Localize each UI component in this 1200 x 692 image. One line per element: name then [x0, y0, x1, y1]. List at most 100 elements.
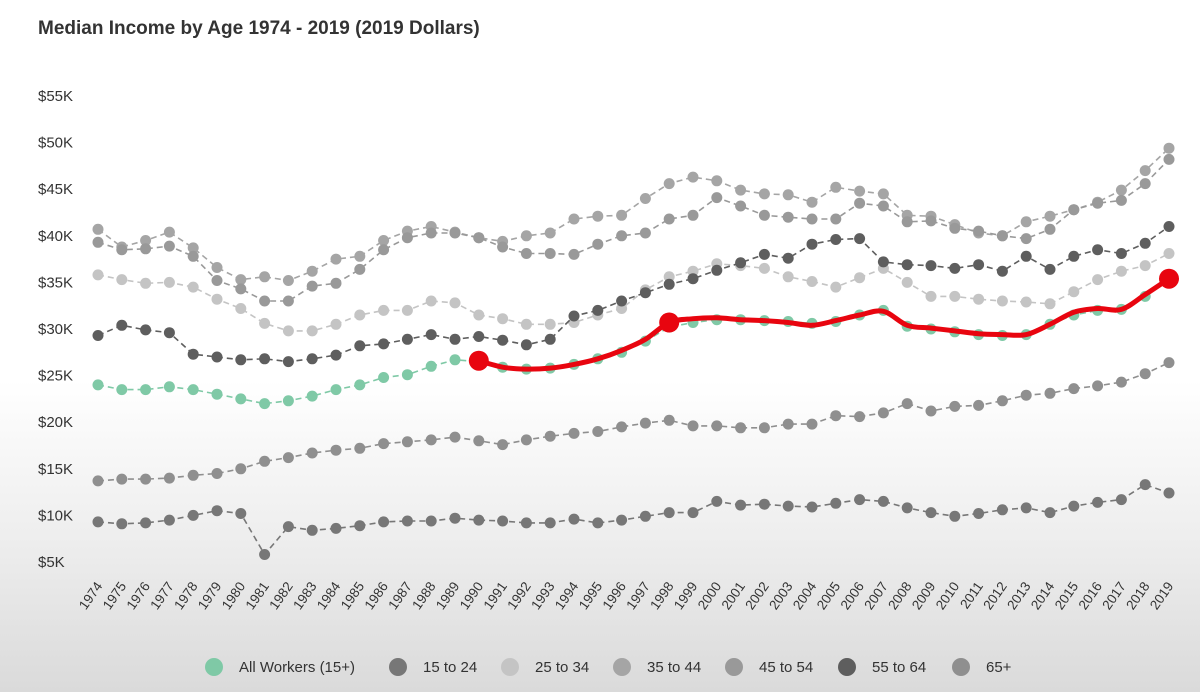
data-point	[1020, 502, 1032, 514]
data-point	[544, 517, 556, 529]
data-point	[568, 427, 580, 439]
data-point	[187, 384, 199, 396]
data-point	[806, 196, 818, 208]
data-point	[996, 230, 1008, 242]
data-point	[259, 398, 271, 410]
data-point	[1163, 142, 1175, 154]
x-tick-label: 2010	[933, 579, 963, 612]
data-point	[1044, 263, 1056, 275]
y-tick-label: $25K	[38, 368, 73, 385]
data-point	[973, 293, 985, 305]
data-point	[259, 455, 271, 467]
x-tick-label: 1988	[409, 579, 439, 612]
x-tick-label: 2003	[766, 579, 796, 612]
data-point	[1139, 368, 1151, 380]
data-point	[925, 507, 937, 519]
data-point	[187, 242, 199, 254]
data-point	[854, 411, 866, 423]
data-point	[806, 276, 818, 287]
series-line	[97, 225, 1170, 363]
data-point	[211, 351, 223, 363]
data-point	[854, 185, 866, 197]
data-point	[1044, 387, 1056, 399]
data-point	[378, 372, 390, 383]
data-point	[544, 430, 556, 442]
data-point	[306, 524, 318, 536]
data-point	[1092, 380, 1104, 392]
data-point	[306, 353, 318, 365]
data-point	[758, 209, 770, 221]
data-point	[949, 262, 961, 274]
series-group	[92, 142, 1175, 560]
legend-label: 45 to 54	[759, 659, 813, 676]
data-point	[140, 384, 152, 396]
data-point	[259, 317, 271, 329]
data-point	[473, 232, 485, 244]
x-tick-label: 2005	[814, 579, 844, 612]
data-point	[568, 310, 580, 322]
data-point	[616, 514, 628, 526]
data-point	[235, 393, 247, 405]
data-point	[663, 178, 675, 190]
data-point	[830, 410, 842, 422]
data-point	[354, 263, 366, 275]
data-point	[973, 259, 985, 271]
series-2	[92, 248, 1175, 337]
y-tick-label: $10K	[38, 507, 73, 524]
data-point	[497, 313, 509, 325]
data-point	[544, 248, 556, 259]
data-point	[568, 248, 580, 260]
x-tick-label: 1976	[124, 579, 154, 612]
data-point	[187, 281, 199, 293]
data-point	[901, 502, 913, 514]
chart-title: Median Income by Age 1974 - 2019 (2019 D…	[38, 18, 480, 39]
data-point	[354, 520, 366, 532]
data-point	[282, 395, 294, 407]
data-point	[330, 522, 342, 534]
data-point	[92, 236, 104, 248]
data-point	[401, 436, 413, 448]
data-point	[354, 250, 366, 262]
data-point	[782, 271, 794, 283]
highlight-point	[659, 312, 680, 333]
data-point	[544, 227, 556, 239]
y-tick-label: $15K	[38, 461, 73, 478]
data-point	[306, 390, 318, 402]
data-point	[973, 508, 985, 519]
data-point	[140, 277, 152, 289]
data-point	[758, 248, 770, 260]
series-line	[97, 147, 1170, 282]
legend-label: 65+	[986, 659, 1012, 676]
data-point	[449, 333, 461, 345]
data-point	[520, 339, 532, 351]
series-5	[92, 221, 1175, 368]
data-point	[830, 234, 842, 245]
legend-marker	[952, 658, 970, 676]
x-tick-label: 1974	[76, 579, 106, 613]
data-point	[735, 184, 747, 196]
series-line	[97, 483, 1170, 556]
data-point	[187, 250, 199, 262]
y-tick-label: $55K	[38, 88, 73, 105]
data-point	[425, 295, 437, 307]
data-point	[616, 230, 628, 242]
data-point	[259, 353, 271, 365]
data-point	[330, 277, 342, 289]
y-axis: $55K $50K $45K $40K $35K $30K $25K $20K $15K $10K…	[38, 88, 73, 571]
data-point	[163, 327, 175, 339]
data-point	[449, 431, 461, 443]
data-point	[259, 295, 271, 307]
x-tick-label: 1996	[600, 579, 630, 612]
data-point	[401, 369, 413, 381]
x-tick-label: 2009	[909, 579, 939, 612]
data-point	[235, 463, 247, 475]
x-tick-label: 2004	[790, 579, 820, 613]
data-point	[425, 434, 437, 446]
data-point	[711, 264, 723, 276]
data-point	[473, 331, 485, 342]
y-tick-label: $45K	[38, 181, 73, 198]
data-point	[663, 507, 675, 519]
data-point	[259, 271, 271, 283]
data-point	[187, 469, 199, 481]
data-point	[282, 521, 294, 533]
